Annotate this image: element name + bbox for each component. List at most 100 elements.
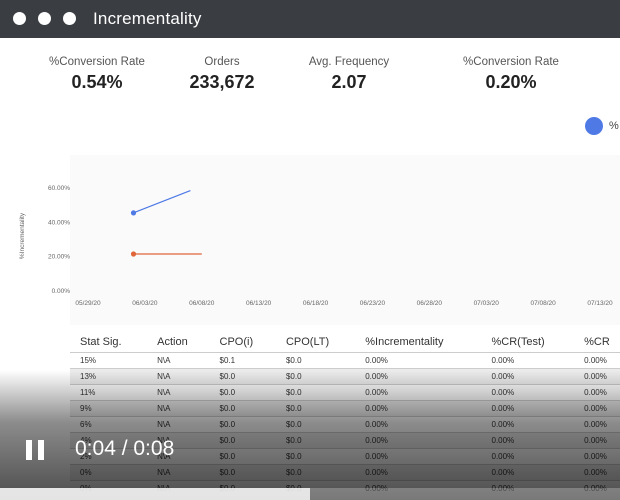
column-header[interactable]: %CR(Test) bbox=[481, 332, 575, 353]
kpi-label: %Conversion Rate bbox=[49, 56, 145, 68]
series-point bbox=[130, 251, 137, 257]
pause-icon[interactable] bbox=[26, 440, 44, 460]
table-cell: 0.00% bbox=[574, 352, 620, 369]
table-cell: N\A bbox=[147, 352, 210, 369]
table-cell: 13% bbox=[70, 368, 148, 385]
table-cell: $0.0 bbox=[275, 464, 356, 481]
chart-background bbox=[70, 155, 620, 325]
table-row: 11% N\A $0.0 $0.0 0.00% 0.00% 0.00% bbox=[70, 384, 620, 401]
table-cell: 0.00% bbox=[574, 416, 620, 433]
table-cell: N\A bbox=[147, 384, 210, 401]
kpi-value: 0.20% bbox=[485, 72, 537, 92]
window-dot-1[interactable] bbox=[13, 12, 26, 25]
kpi-avg-frequency: Avg. Frequency 2.07 bbox=[284, 56, 414, 93]
table-cell: 0.00% bbox=[355, 464, 482, 481]
table-cell: 0% bbox=[70, 464, 148, 481]
table-cell: 0.00% bbox=[574, 448, 620, 465]
y-tick-label: 40.00% bbox=[48, 219, 70, 226]
table-cell: 9% bbox=[70, 400, 148, 417]
x-tick-label: 06/23/20 bbox=[360, 300, 386, 307]
table-cell: 0.00% bbox=[355, 352, 482, 369]
series-line bbox=[133, 190, 191, 214]
table-cell: N\A bbox=[147, 416, 210, 433]
y-tick-label: 60.00% bbox=[48, 185, 70, 192]
table-row: 15% N\A $0.1 $0.0 0.00% 0.00% 0.00% bbox=[70, 352, 620, 369]
table-row: 6% N\A $0.0 $0.0 0.00% 0.00% 0.00% bbox=[70, 416, 620, 433]
progress-bar[interactable] bbox=[0, 488, 620, 500]
playback-time: 0:04 / 0:08 bbox=[75, 437, 175, 460]
table-header-row: Stat Sig. Action CPO(i) CPO(LT) %Incremental… bbox=[70, 332, 620, 353]
table-cell: $0.0 bbox=[275, 368, 356, 385]
table-cell: 0.00% bbox=[574, 368, 620, 385]
table-cell: $0.0 bbox=[209, 448, 276, 465]
x-tick-label: 07/08/20 bbox=[530, 300, 556, 307]
column-header[interactable]: Action bbox=[147, 332, 210, 353]
y-tick-label: 0.00% bbox=[52, 288, 71, 295]
column-header[interactable]: %Incrementality bbox=[355, 332, 482, 353]
x-tick-label: 06/28/20 bbox=[417, 300, 443, 307]
table-cell: N\A bbox=[147, 464, 210, 481]
table-cell: N\A bbox=[147, 400, 210, 417]
window-dot-3[interactable] bbox=[63, 12, 76, 25]
table-cell: $0.0 bbox=[275, 384, 356, 401]
table-cell: 0.00% bbox=[481, 352, 575, 369]
table-cell: 0.00% bbox=[481, 384, 575, 401]
table-cell: 15% bbox=[70, 352, 148, 369]
table-cell: $0.0 bbox=[209, 368, 276, 385]
table-cell: 0.00% bbox=[574, 384, 620, 401]
legend-label: % bbox=[609, 120, 619, 132]
y-tick-label: 20.00% bbox=[48, 254, 70, 261]
kpi-orders: Orders 233,672 bbox=[157, 56, 287, 93]
table-cell: 0.00% bbox=[574, 432, 620, 449]
table-cell: N\A bbox=[147, 368, 210, 385]
kpi-value: 2.07 bbox=[331, 72, 367, 92]
table-row: 9% N\A $0.0 $0.0 0.00% 0.00% 0.00% bbox=[70, 400, 620, 417]
table-cell: 11% bbox=[70, 384, 148, 401]
kpi-conversion-rate-2: %Conversion Rate 0.20% bbox=[446, 56, 576, 93]
table-cell: 0.00% bbox=[574, 400, 620, 417]
table-cell: $0.0 bbox=[275, 400, 356, 417]
table-cell: 0.00% bbox=[481, 432, 575, 449]
incrementality-chart: 0.00% 20.00% 40.00% 60.00% 05/29/20 06/03/20 0… bbox=[19, 185, 613, 307]
table-cell: 0.00% bbox=[574, 464, 620, 481]
kpi-label: Orders bbox=[204, 56, 240, 68]
table-cell: $0.0 bbox=[275, 448, 356, 465]
table-cell: 0.00% bbox=[481, 368, 575, 385]
x-tick-label: 06/13/20 bbox=[246, 300, 272, 307]
window-dot-2[interactable] bbox=[38, 12, 51, 25]
kpi-label: %Conversion Rate bbox=[463, 56, 559, 68]
table-body: 15% N\A $0.1 $0.0 0.00% 0.00% 0.00% 13% N\A $0.0 $… bbox=[70, 352, 620, 496]
kpi-label: Avg. Frequency bbox=[308, 56, 390, 68]
table-cell: $0.0 bbox=[209, 416, 276, 433]
legend-marker[interactable] bbox=[585, 117, 603, 135]
x-tick-label: 07/13/20 bbox=[587, 300, 613, 307]
table-cell: 0.00% bbox=[355, 400, 482, 417]
column-header[interactable]: Stat Sig. bbox=[70, 332, 148, 353]
table-cell: $0.1 bbox=[209, 352, 276, 369]
y-axis-label: %Incrementality bbox=[19, 212, 26, 259]
progress-fill bbox=[0, 488, 310, 500]
x-tick-label: 06/03/20 bbox=[132, 300, 158, 307]
column-header[interactable]: CPO(LT) bbox=[275, 332, 356, 353]
table-cell: 0.00% bbox=[355, 448, 482, 465]
x-tick-label: 07/03/20 bbox=[474, 300, 500, 307]
series-point bbox=[130, 210, 137, 216]
table-cell: 6% bbox=[70, 416, 148, 433]
table-cell: 0.00% bbox=[481, 400, 575, 417]
kpi-value: 233,672 bbox=[189, 72, 255, 92]
x-tick-label: 06/18/20 bbox=[303, 300, 329, 307]
table-cell: $0.0 bbox=[209, 432, 276, 449]
window-title: Incrementality bbox=[93, 9, 202, 28]
stats-table: Stat Sig. Action CPO(i) CPO(LT) %Incremental… bbox=[70, 332, 620, 496]
kpi-conversion-rate: %Conversion Rate 0.54% bbox=[32, 56, 162, 93]
table-cell: 0.00% bbox=[355, 416, 482, 433]
table-cell: 0.00% bbox=[481, 416, 575, 433]
table-cell: 0.00% bbox=[481, 464, 575, 481]
table-cell: $0.0 bbox=[275, 352, 356, 369]
column-header[interactable]: %CR bbox=[574, 332, 620, 353]
x-tick-label: 06/08/20 bbox=[189, 300, 215, 307]
table-cell: $0.0 bbox=[209, 384, 276, 401]
column-header[interactable]: CPO(i) bbox=[209, 332, 276, 353]
table-cell: $0.0 bbox=[275, 416, 356, 433]
